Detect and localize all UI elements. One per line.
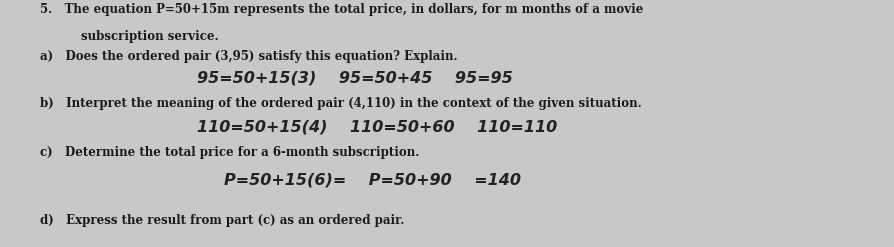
Text: d)   Express the result from part (c) as an ordered pair.: d) Express the result from part (c) as a… [40,214,404,227]
Text: subscription service.: subscription service. [80,30,218,43]
Text: 110=50+15(4)    110=50+60    110=110: 110=50+15(4) 110=50+60 110=110 [197,120,557,135]
Text: b)   Interpret the meaning of the ordered pair (4,110) in the context of the giv: b) Interpret the meaning of the ordered … [40,97,641,110]
Text: 95=50+15(3)    95=50+45    95=95: 95=50+15(3) 95=50+45 95=95 [197,70,512,85]
Text: c)   Determine the total price for a 6-month subscription.: c) Determine the total price for a 6-mon… [40,146,419,159]
Text: 5.   The equation P=50+15m represents the total price, in dollars, for m months : 5. The equation P=50+15m represents the … [40,3,643,16]
Text: P=50+15(6)=    P=50+90    =140: P=50+15(6)= P=50+90 =140 [224,173,520,188]
Text: a)   Does the ordered pair (3,95) satisfy this equation? Explain.: a) Does the ordered pair (3,95) satisfy … [40,50,458,63]
